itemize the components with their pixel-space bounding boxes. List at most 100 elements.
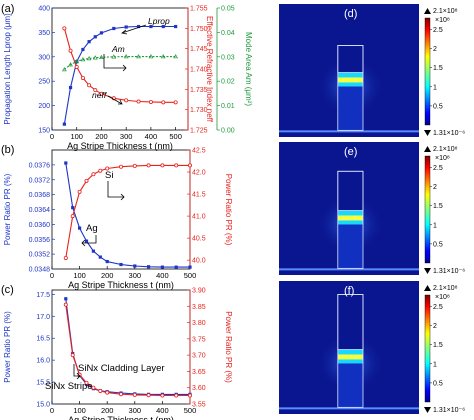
annotation-si: Si — [105, 170, 113, 181]
data-point — [98, 255, 102, 259]
data-point — [80, 56, 86, 62]
data-point — [70, 353, 75, 358]
colorbar-exp-label: ×10⁸ — [435, 294, 450, 301]
data-point — [105, 166, 110, 171]
data-point — [105, 259, 109, 264]
colorbar-max-label: 2.1×10⁸ — [433, 146, 458, 153]
x-tick-label: 200 — [95, 132, 108, 141]
y-right-tick-label: 3.55 — [192, 402, 206, 409]
data-point — [70, 214, 75, 219]
y-right-axis-label: Power Ratio PR (%) — [224, 174, 233, 246]
data-point — [86, 55, 92, 61]
colorbar-tick-label: 2.5 — [433, 304, 443, 311]
y-right-tick-label: 40.0 — [192, 258, 206, 265]
data-point — [146, 163, 151, 168]
x-tick-label: 400 — [145, 132, 158, 141]
y-right-tick-label: 42.0 — [192, 170, 206, 177]
data-point — [87, 83, 92, 88]
y-right-tick-label: 40.5 — [192, 236, 206, 243]
x-tick-label: 500 — [184, 271, 197, 280]
x-tick-label: 0 — [50, 406, 54, 415]
annotation-ag: Ag — [86, 223, 98, 234]
y-left-tick-label: 16.0 — [36, 358, 50, 365]
colorbar — [424, 294, 431, 403]
y-left-axis-label: Power Ratio PR (%) — [3, 311, 12, 383]
y-left-tick-label: 15.0 — [36, 402, 50, 409]
data-point — [174, 393, 179, 398]
y-left-axis-label: Power Ratio PR (%) — [3, 173, 12, 245]
data-point — [188, 265, 192, 269]
panel-b: (b) 0 100 200 300 400 500 Ag Stripe Thickness … — [1, 144, 233, 290]
y-right-tick-label: 1.725 — [190, 128, 208, 135]
data-point — [99, 54, 104, 60]
colorbar-tick-label: 0.5 — [433, 103, 443, 110]
colorbar — [424, 17, 431, 126]
data-point — [148, 54, 154, 59]
stripe-outline — [337, 45, 364, 131]
substrate-interface — [279, 130, 419, 133]
data-point — [64, 297, 68, 301]
y-right-axis-label: Power Ratio PR (%) — [224, 311, 233, 383]
data-point — [123, 54, 129, 59]
x-tick-label: 200 — [101, 406, 114, 415]
stripe-peak — [337, 77, 363, 83]
stripe-peak — [337, 354, 363, 360]
x-tick-label: 100 — [73, 271, 86, 280]
y-right-tick-label: 1.750 — [190, 26, 208, 33]
annotation-arrow — [107, 181, 125, 201]
data-point — [112, 26, 116, 31]
data-point — [149, 24, 153, 29]
annotation-am: Am — [111, 44, 125, 54]
data-point — [99, 31, 104, 35]
data-point — [80, 75, 85, 80]
y-left-tick-label: 0.0348 — [29, 267, 51, 274]
x-tick-label: 0 — [50, 132, 54, 141]
data-point — [84, 178, 89, 183]
colorbar-tick-label: 1.5 — [433, 203, 443, 210]
x-axis-label: Ag Stripe Thickness t (nm) — [68, 280, 174, 290]
colorbar-tick-label: 2 — [433, 184, 437, 191]
stripe-outline — [337, 294, 364, 408]
data-point — [174, 265, 178, 269]
y-right-tick-label: 3.60 — [192, 385, 206, 392]
panel-letter-c: (c) — [1, 284, 14, 296]
y-right2-axis-label: Mode Area Am (μm²) — [244, 32, 253, 106]
colorbar-tick-label: 1.5 — [433, 342, 443, 349]
metal-stripe — [337, 45, 364, 73]
data-point — [68, 48, 73, 53]
colorbar-min-label: 1.31×10⁻⁶ — [433, 407, 465, 414]
x-tick-label: 300 — [129, 406, 142, 415]
data-point — [160, 54, 166, 59]
x-tick-label: 300 — [120, 132, 133, 141]
y-right-tick-label: 1.755 — [190, 6, 208, 13]
y-right2-tick-label: 0.01 — [221, 103, 235, 110]
panel-letter-e: (e) — [344, 146, 357, 158]
y-right-tick-label: 3.70 — [192, 353, 206, 360]
colorbar-tick-label: 2 — [433, 323, 437, 330]
y-right-axis-label: Effective Refractive Index neff — [205, 16, 214, 123]
data-point — [74, 58, 80, 64]
panel-d: (d) 0.5 1 1.5 2 2.5 2.1×10⁸ ×10⁸ 1.31×10⁻⁶ — [279, 4, 465, 137]
stripe-outline — [337, 170, 364, 269]
data-point — [99, 91, 104, 96]
data-point — [174, 163, 179, 168]
substrate-interface — [279, 268, 419, 271]
data-point — [77, 189, 82, 194]
colorbar-tick-label: 2.5 — [433, 27, 443, 34]
y-left-tick-label: 17.5 — [36, 292, 50, 299]
x-tick-label: 300 — [129, 271, 142, 280]
colorbar-tick-label: 1.5 — [433, 65, 443, 72]
y-left-axis-label: Propagation Length Lprop (μm) — [3, 13, 12, 125]
y-left-tick-label: 350 — [38, 30, 50, 37]
colorbar-max-label: 2.1×10⁸ — [433, 285, 458, 292]
panel-f: (f) 0.5 1 1.5 2 2.5 2.1×10⁸ ×10⁸ 1.31×10⁻⁶ — [279, 281, 465, 414]
panel-letter-f: (f) — [344, 285, 354, 297]
x-tick-label: 0 — [50, 271, 54, 280]
stripe-lower — [337, 224, 363, 269]
colorbar-tick-label: 2.5 — [433, 165, 443, 172]
y-right-tick-label: 3.80 — [192, 320, 206, 327]
colorbar-tick-label: 0.5 — [433, 380, 443, 387]
y-right2-tick-label: 0.05 — [221, 6, 235, 13]
series-line-ag — [65, 162, 190, 268]
